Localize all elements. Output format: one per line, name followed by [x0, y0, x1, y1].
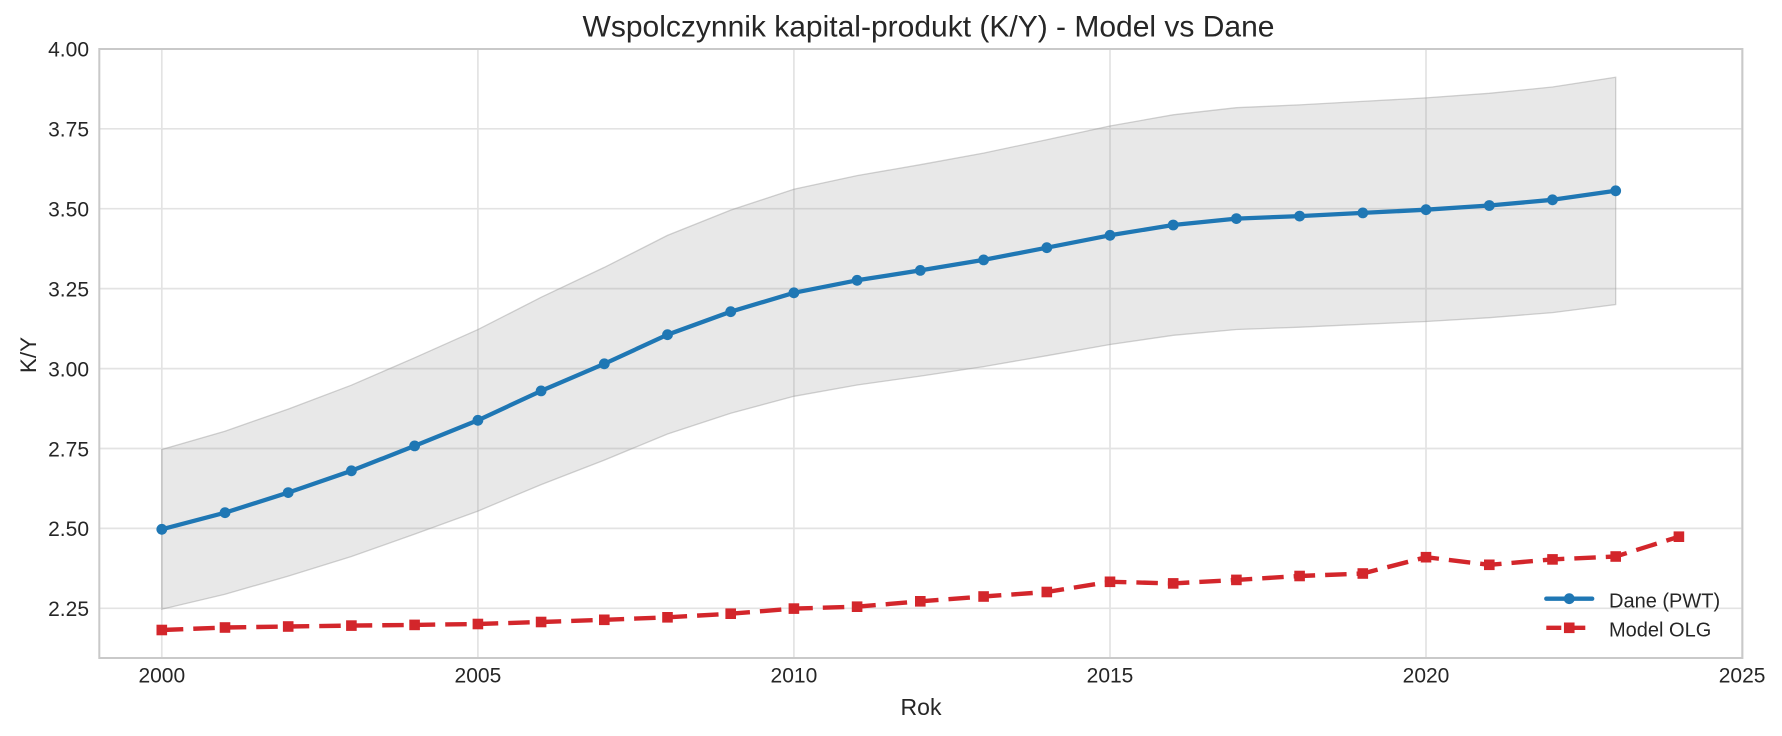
svg-text:2.50: 2.50	[48, 518, 89, 541]
svg-text:3.75: 3.75	[48, 119, 89, 142]
svg-text:4.00: 4.00	[48, 39, 89, 62]
svg-text:2015: 2015	[1087, 665, 1134, 688]
svg-text:2025: 2025	[1719, 665, 1766, 688]
svg-text:2020: 2020	[1403, 665, 1450, 688]
svg-text:2.25: 2.25	[48, 598, 89, 621]
svg-text:2005: 2005	[455, 665, 502, 688]
svg-text:Dane (PWT): Dane (PWT)	[1609, 590, 1720, 612]
svg-text:2.75: 2.75	[48, 438, 89, 461]
svg-text:Rok: Rok	[901, 694, 942, 720]
svg-text:3.00: 3.00	[48, 358, 89, 381]
svg-text:K/Y: K/Y	[16, 337, 41, 373]
svg-text:Wspolczynnik kapital-produkt (: Wspolczynnik kapital-produkt (K/Y) - Mod…	[583, 11, 1275, 44]
svg-text:Model OLG: Model OLG	[1609, 619, 1711, 641]
svg-text:3.25: 3.25	[48, 278, 89, 301]
svg-text:2000: 2000	[138, 665, 185, 688]
svg-text:2010: 2010	[771, 665, 818, 688]
svg-text:3.50: 3.50	[48, 199, 89, 222]
